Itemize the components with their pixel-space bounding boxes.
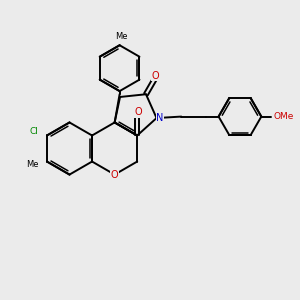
Text: N: N [156, 113, 164, 123]
Text: O: O [135, 107, 142, 117]
Text: O: O [111, 169, 119, 180]
Text: Me: Me [115, 32, 127, 41]
Text: Cl: Cl [29, 128, 38, 136]
Text: Me: Me [26, 160, 39, 169]
Text: OMe: OMe [274, 112, 294, 121]
Text: O: O [152, 71, 160, 81]
